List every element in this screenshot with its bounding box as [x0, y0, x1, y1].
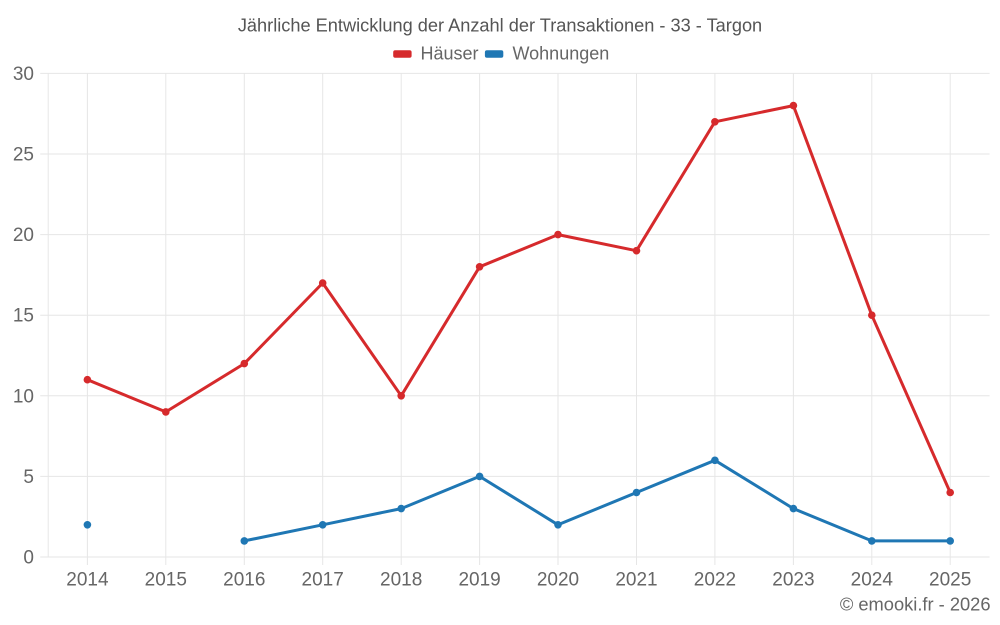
svg-text:0: 0 — [23, 548, 34, 569]
svg-text:2025: 2025 — [929, 570, 971, 591]
svg-text:2016: 2016 — [223, 570, 265, 591]
svg-text:2017: 2017 — [302, 570, 344, 591]
svg-text:2024: 2024 — [851, 570, 894, 591]
svg-text:25: 25 — [13, 145, 34, 166]
svg-text:30: 30 — [13, 64, 34, 85]
svg-text:© emooki.fr - 2026: © emooki.fr - 2026 — [840, 594, 991, 615]
svg-text:Jährliche Entwicklung der Anza: Jährliche Entwicklung der Anzahl der Tra… — [238, 16, 762, 36]
svg-text:10: 10 — [13, 386, 34, 407]
svg-text:20: 20 — [13, 225, 34, 246]
svg-text:2019: 2019 — [458, 570, 500, 591]
svg-text:2023: 2023 — [772, 570, 814, 591]
svg-text:2020: 2020 — [537, 570, 579, 591]
svg-text:15: 15 — [13, 306, 34, 327]
svg-text:2022: 2022 — [694, 570, 736, 591]
svg-text:2021: 2021 — [615, 570, 657, 591]
svg-text:2014: 2014 — [66, 570, 109, 591]
svg-text:5: 5 — [23, 467, 34, 488]
svg-text:2015: 2015 — [145, 570, 187, 591]
svg-text:Wohnungen: Wohnungen — [513, 44, 610, 64]
svg-text:2018: 2018 — [380, 570, 422, 591]
svg-text:Häuser: Häuser — [421, 44, 479, 64]
